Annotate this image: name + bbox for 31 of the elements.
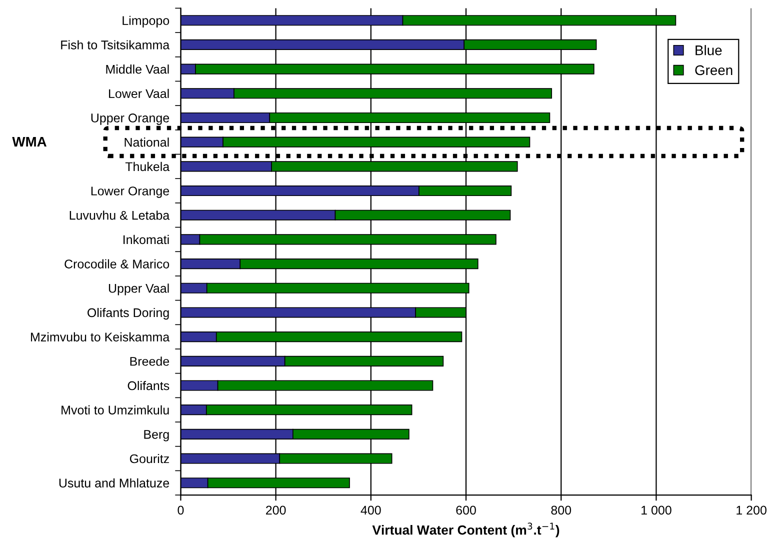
y-tick-label: Upper Orange: [91, 114, 170, 125]
x-tick-label: 0: [178, 506, 184, 515]
x-tick-label: 1 000: [642, 506, 672, 515]
y-tick-label: Berg: [144, 430, 169, 442]
y-tick-label: Inkomati: [124, 234, 169, 244]
y-tick-label: Luvuvhu & Letaba: [70, 210, 170, 220]
legend-label: Green: [695, 65, 732, 76]
y-tick-label: Middle Vaal: [106, 64, 169, 74]
y-tick-label: National: [124, 138, 169, 147]
y-tick-label: Lower Orange: [91, 186, 170, 198]
y-tick-label: Thukela: [125, 162, 170, 172]
y-tick-label: Lower Vaal: [109, 88, 169, 98]
y-tick-label: Upper Vaal: [108, 284, 169, 296]
y-tick-label: Crocodile & Marico: [64, 259, 170, 268]
x-tick-label: 200: [266, 506, 286, 515]
y-tick-label: Mvoti to Umzimkulu: [62, 405, 169, 414]
x-tick-label: 800: [551, 506, 572, 515]
y-tick-label: Limpopo: [122, 16, 170, 28]
x-tick-label: 400: [360, 506, 381, 515]
x-axis-title: Virtual Water Content (m$^{3}$.t$^{−1}$): [372, 522, 560, 538]
y-tick-label: Fish to Tsitsikamma: [61, 40, 170, 50]
y-tick-label: Mzimvubu to Keiskamma: [31, 332, 170, 342]
legend-label: Blue: [696, 45, 722, 56]
y-axis-title: WMA: [12, 136, 46, 147]
y-tick-label: Olifants: [128, 380, 170, 390]
x-tick-label: 1 200: [736, 506, 766, 515]
y-tick-label: Breede: [130, 356, 170, 366]
y-tick-label: Usutu and Mhlatuze: [59, 478, 170, 488]
y-tick-label: Olifants Doring: [88, 308, 169, 320]
x-tick-label: 600: [456, 506, 476, 515]
y-tick-label: Gouritz: [130, 454, 169, 464]
